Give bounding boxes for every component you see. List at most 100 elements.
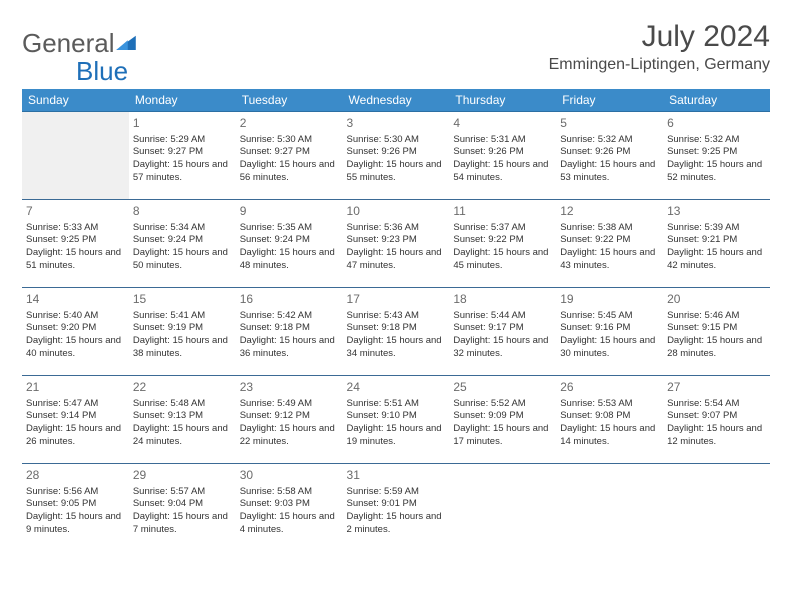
day-cell: 13 Sunrise: 5:39 AMSunset: 9:21 PMDayligh… — [663, 200, 770, 288]
day-details: Sunrise: 5:54 AMSunset: 9:07 PMDaylight:… — [667, 398, 766, 449]
day-number: 29 — [133, 467, 232, 483]
day-details: Sunrise: 5:57 AMSunset: 9:04 PMDaylight:… — [133, 486, 232, 537]
logo-text-blue: Blue — [76, 56, 128, 86]
day-number: 17 — [347, 291, 446, 307]
day-header: Friday — [556, 89, 663, 112]
day-details: Sunrise: 5:43 AMSunset: 9:18 PMDaylight:… — [347, 310, 446, 361]
day-header: Sunday — [22, 89, 129, 112]
day-details: Sunrise: 5:58 AMSunset: 9:03 PMDaylight:… — [240, 486, 339, 537]
day-number: 9 — [240, 203, 339, 219]
day-cell: 8 Sunrise: 5:34 AMSunset: 9:24 PMDaylight… — [129, 200, 236, 288]
empty-cell — [22, 112, 129, 200]
day-cell: 2 Sunrise: 5:30 AMSunset: 9:27 PMDaylight… — [236, 112, 343, 200]
day-number: 5 — [560, 115, 659, 131]
day-cell: 24 Sunrise: 5:51 AMSunset: 9:10 PMDayligh… — [343, 376, 450, 464]
calendar-row: 21 Sunrise: 5:47 AMSunset: 9:14 PMDayligh… — [22, 376, 770, 464]
day-cell: 18 Sunrise: 5:44 AMSunset: 9:17 PMDayligh… — [449, 288, 556, 376]
day-number: 19 — [560, 291, 659, 307]
day-number: 6 — [667, 115, 766, 131]
title-block: July 2024 Emmingen-Liptingen, Germany — [549, 20, 770, 74]
day-details: Sunrise: 5:30 AMSunset: 9:27 PMDaylight:… — [240, 134, 339, 185]
day-cell: 21 Sunrise: 5:47 AMSunset: 9:14 PMDayligh… — [22, 376, 129, 464]
day-details: Sunrise: 5:32 AMSunset: 9:25 PMDaylight:… — [667, 134, 766, 185]
day-number: 10 — [347, 203, 446, 219]
day-details: Sunrise: 5:45 AMSunset: 9:16 PMDaylight:… — [560, 310, 659, 361]
day-cell: 7Sunrise: 5:33 AMSunset: 9:25 PMDaylight… — [22, 200, 129, 288]
header: GeneralBlue July 2024 Emmingen-Liptingen… — [22, 20, 770, 83]
day-cell: 27 Sunrise: 5:54 AMSunset: 9:07 PMDayligh… — [663, 376, 770, 464]
day-cell: 28Sunrise: 5:56 AMSunset: 9:05 PMDayligh… — [22, 464, 129, 552]
logo-text-general: General — [22, 28, 115, 58]
day-number: 22 — [133, 379, 232, 395]
day-details: Sunrise: 5:33 AMSunset: 9:25 PMDaylight:… — [26, 222, 125, 273]
day-cell: 19 Sunrise: 5:45 AMSunset: 9:16 PMDayligh… — [556, 288, 663, 376]
day-header: Tuesday — [236, 89, 343, 112]
day-details: Sunrise: 5:59 AMSunset: 9:01 PMDaylight:… — [347, 486, 446, 537]
day-header-row: SundayMondayTuesdayWednesdayThursdayFrid… — [22, 89, 770, 112]
day-cell: 17 Sunrise: 5:43 AMSunset: 9:18 PMDayligh… — [343, 288, 450, 376]
calendar-row: 14Sunrise: 5:40 AMSunset: 9:20 PMDayligh… — [22, 288, 770, 376]
day-cell: 10Sunrise: 5:36 AMSunset: 9:23 PMDayligh… — [343, 200, 450, 288]
day-cell: 23Sunrise: 5:49 AMSunset: 9:12 PMDayligh… — [236, 376, 343, 464]
day-details: Sunrise: 5:39 AMSunset: 9:21 PMDaylight:… — [667, 222, 766, 273]
empty-cell — [556, 464, 663, 552]
day-details: Sunrise: 5:37 AMSunset: 9:22 PMDaylight:… — [453, 222, 552, 273]
calendar-table: SundayMondayTuesdayWednesdayThursdayFrid… — [22, 89, 770, 552]
day-cell: 11Sunrise: 5:37 AMSunset: 9:22 PMDayligh… — [449, 200, 556, 288]
day-number: 15 — [133, 291, 232, 307]
day-cell: 3Sunrise: 5:30 AMSunset: 9:26 PMDaylight… — [343, 112, 450, 200]
logo: GeneralBlue — [22, 20, 136, 83]
calendar-row: 28Sunrise: 5:56 AMSunset: 9:05 PMDayligh… — [22, 464, 770, 552]
day-cell: 31 Sunrise: 5:59 AMSunset: 9:01 PMDayligh… — [343, 464, 450, 552]
day-number: 26 — [560, 379, 659, 395]
day-number: 24 — [347, 379, 446, 395]
day-number: 8 — [133, 203, 232, 219]
day-number: 30 — [240, 467, 339, 483]
day-cell: 30 Sunrise: 5:58 AMSunset: 9:03 PMDayligh… — [236, 464, 343, 552]
calendar-row: 1Sunrise: 5:29 AMSunset: 9:27 PMDaylight… — [22, 112, 770, 200]
page-title: July 2024 — [549, 20, 770, 54]
day-number: 25 — [453, 379, 552, 395]
empty-cell — [449, 464, 556, 552]
day-cell: 20 Sunrise: 5:46 AMSunset: 9:15 PMDayligh… — [663, 288, 770, 376]
logo-triangle-icon — [116, 34, 136, 50]
day-details: Sunrise: 5:40 AMSunset: 9:20 PMDaylight:… — [26, 310, 125, 361]
day-cell: 25Sunrise: 5:52 AMSunset: 9:09 PMDayligh… — [449, 376, 556, 464]
day-number: 13 — [667, 203, 766, 219]
day-number: 18 — [453, 291, 552, 307]
day-cell: 9 Sunrise: 5:35 AMSunset: 9:24 PMDaylight… — [236, 200, 343, 288]
day-details: Sunrise: 5:29 AMSunset: 9:27 PMDaylight:… — [133, 134, 232, 185]
day-number: 28 — [26, 467, 125, 483]
day-number: 2 — [240, 115, 339, 131]
day-number: 12 — [560, 203, 659, 219]
day-details: Sunrise: 5:47 AMSunset: 9:14 PMDaylight:… — [26, 398, 125, 449]
day-number: 23 — [240, 379, 339, 395]
day-details: Sunrise: 5:38 AMSunset: 9:22 PMDaylight:… — [560, 222, 659, 273]
day-cell: 12 Sunrise: 5:38 AMSunset: 9:22 PMDayligh… — [556, 200, 663, 288]
day-number: 27 — [667, 379, 766, 395]
day-details: Sunrise: 5:46 AMSunset: 9:15 PMDaylight:… — [667, 310, 766, 361]
day-details: Sunrise: 5:34 AMSunset: 9:24 PMDaylight:… — [133, 222, 232, 273]
day-details: Sunrise: 5:48 AMSunset: 9:13 PMDaylight:… — [133, 398, 232, 449]
day-number: 20 — [667, 291, 766, 307]
day-details: Sunrise: 5:41 AMSunset: 9:19 PMDaylight:… — [133, 310, 232, 361]
day-header: Wednesday — [343, 89, 450, 112]
day-number: 21 — [26, 379, 125, 395]
day-cell: 26Sunrise: 5:53 AMSunset: 9:08 PMDayligh… — [556, 376, 663, 464]
day-header: Saturday — [663, 89, 770, 112]
day-cell: 16 Sunrise: 5:42 AMSunset: 9:18 PMDayligh… — [236, 288, 343, 376]
empty-cell — [663, 464, 770, 552]
day-cell: 22 Sunrise: 5:48 AMSunset: 9:13 PMDayligh… — [129, 376, 236, 464]
day-cell: 15 Sunrise: 5:41 AMSunset: 9:19 PMDayligh… — [129, 288, 236, 376]
day-number: 16 — [240, 291, 339, 307]
day-cell: 1Sunrise: 5:29 AMSunset: 9:27 PMDaylight… — [129, 112, 236, 200]
day-details: Sunrise: 5:51 AMSunset: 9:10 PMDaylight:… — [347, 398, 446, 449]
day-cell: 5Sunrise: 5:32 AMSunset: 9:26 PMDaylight… — [556, 112, 663, 200]
day-header: Monday — [129, 89, 236, 112]
day-details: Sunrise: 5:35 AMSunset: 9:24 PMDaylight:… — [240, 222, 339, 273]
day-number: 31 — [347, 467, 446, 483]
day-number: 3 — [347, 115, 446, 131]
day-details: Sunrise: 5:44 AMSunset: 9:17 PMDaylight:… — [453, 310, 552, 361]
day-cell: 29 Sunrise: 5:57 AMSunset: 9:04 PMDayligh… — [129, 464, 236, 552]
day-details: Sunrise: 5:42 AMSunset: 9:18 PMDaylight:… — [240, 310, 339, 361]
